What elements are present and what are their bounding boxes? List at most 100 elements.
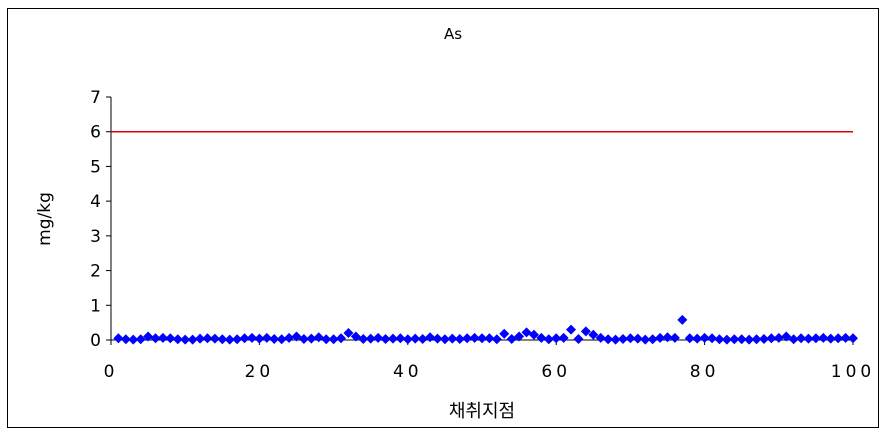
data-point <box>410 333 421 344</box>
data-point <box>610 334 621 345</box>
y-tick-label: 0 <box>90 331 101 351</box>
data-point <box>269 333 280 344</box>
data-points <box>113 314 858 345</box>
data-point <box>358 333 369 344</box>
data-point <box>306 333 317 344</box>
data-point <box>714 334 725 345</box>
data-point <box>462 333 473 344</box>
data-point <box>543 334 554 345</box>
data-point <box>848 333 858 344</box>
x-tick-label: 0 <box>104 362 119 382</box>
data-point <box>640 334 651 345</box>
data-point <box>380 333 391 344</box>
data-point <box>721 334 732 345</box>
data-point <box>439 334 450 345</box>
y-tick-label: 6 <box>90 123 101 143</box>
data-point <box>202 333 213 344</box>
data-point <box>239 333 250 344</box>
data-point <box>736 334 747 345</box>
data-point <box>276 334 287 345</box>
data-point <box>387 333 398 344</box>
data-point <box>499 328 510 339</box>
data-point <box>165 333 176 344</box>
y-tick-label: 4 <box>90 192 101 212</box>
x-tick-label: 40 <box>393 362 423 382</box>
data-point <box>454 333 465 344</box>
data-point <box>744 334 755 345</box>
data-point <box>373 332 384 343</box>
data-point <box>796 333 807 344</box>
data-point <box>751 334 762 345</box>
data-point <box>395 333 406 344</box>
y-tick-label: 1 <box>90 296 101 316</box>
data-point <box>172 334 183 345</box>
data-point <box>625 333 636 344</box>
y-tick-label: 2 <box>90 262 101 282</box>
data-point <box>313 332 324 343</box>
data-point <box>566 324 577 335</box>
x-axis: 0 20 40 60 80 100 <box>104 339 875 382</box>
data-point <box>328 334 339 345</box>
data-point <box>684 333 695 344</box>
data-point <box>647 334 658 345</box>
data-point <box>781 331 792 342</box>
data-point <box>818 332 829 343</box>
data-point <box>343 328 354 339</box>
data-point <box>336 333 347 344</box>
y-axis-label: mg/kg <box>35 192 55 246</box>
data-point <box>469 332 480 343</box>
data-point <box>217 334 228 345</box>
data-point <box>157 332 168 343</box>
data-point <box>655 332 666 343</box>
data-point <box>810 333 821 344</box>
data-point <box>365 333 376 344</box>
data-point <box>298 333 309 344</box>
data-point <box>432 333 443 344</box>
data-point <box>558 332 569 343</box>
data-point <box>224 334 235 345</box>
chart-title: As <box>444 25 462 43</box>
data-point <box>209 333 220 344</box>
data-point <box>788 334 799 345</box>
data-point <box>580 326 591 337</box>
x-tick-label: 80 <box>690 362 720 382</box>
data-point <box>477 333 487 344</box>
data-point <box>195 333 206 344</box>
data-point <box>180 334 191 345</box>
x-tick-label: 60 <box>541 362 571 382</box>
data-point <box>588 329 599 340</box>
data-point <box>632 333 643 344</box>
y-axis: 0 1 2 3 4 5 6 7 <box>90 88 112 351</box>
data-point <box>662 332 673 343</box>
data-point <box>536 332 547 343</box>
data-point <box>773 332 784 343</box>
data-point <box>707 333 718 344</box>
data-point <box>603 334 614 345</box>
y-tick-label: 3 <box>90 227 101 247</box>
data-point <box>135 334 146 345</box>
data-point <box>595 332 606 343</box>
data-point <box>617 333 628 344</box>
x-tick-label: 100 <box>831 362 875 382</box>
data-point <box>573 333 584 344</box>
data-point <box>729 334 740 345</box>
chart-frame: As mg/kg 채취지점 0 1 2 3 4 5 6 7 0 20 40 60 80 100 <box>7 8 879 428</box>
y-tick-label: 7 <box>90 88 101 108</box>
data-point <box>699 332 710 343</box>
data-point <box>417 333 428 344</box>
data-point <box>491 334 502 345</box>
x-axis-label: 채취지점 <box>449 401 515 422</box>
data-point <box>758 333 769 344</box>
data-point <box>677 314 688 325</box>
data-point <box>321 334 332 345</box>
scatter-chart: As mg/kg 채취지점 0 1 2 3 4 5 6 7 0 20 40 60 80 100 <box>35 25 875 422</box>
data-point <box>514 331 525 342</box>
data-point <box>261 332 272 343</box>
data-point <box>425 332 436 343</box>
data-point <box>128 334 139 345</box>
data-point <box>232 334 243 345</box>
data-point <box>833 333 844 344</box>
data-point <box>143 331 154 342</box>
data-point <box>840 332 851 343</box>
data-point <box>246 332 257 343</box>
